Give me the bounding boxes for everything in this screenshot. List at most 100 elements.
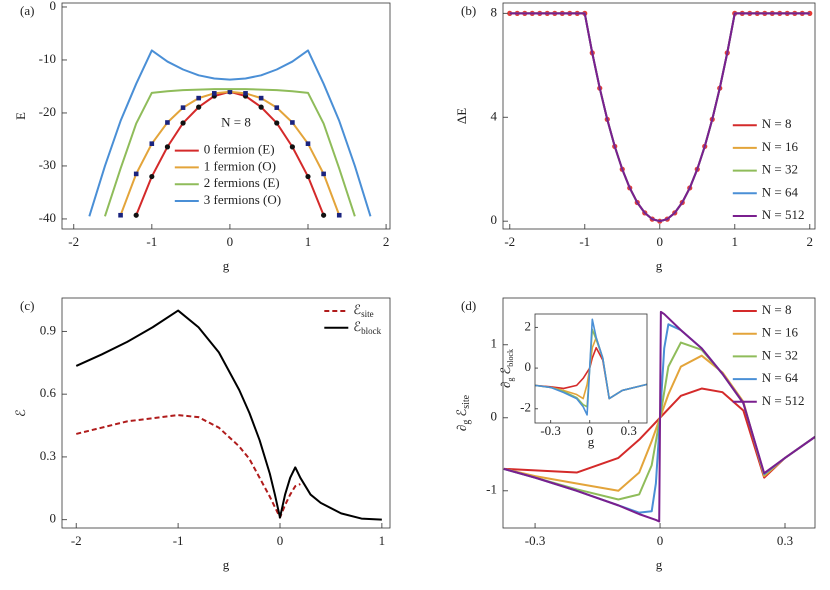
- y-tick-label: 8: [491, 4, 498, 19]
- y-tick-label: 4: [491, 108, 498, 123]
- legend-label: 2 fermions (E): [204, 175, 280, 190]
- data-marker: [274, 120, 280, 126]
- data-marker: [180, 120, 186, 126]
- x-tick-label: -1: [579, 234, 590, 249]
- data-marker: [258, 95, 264, 101]
- data-marker: [289, 144, 295, 150]
- series-line: [509, 12, 810, 223]
- data-marker: [196, 95, 201, 101]
- legend-label: N = 8: [762, 116, 792, 131]
- x-axis-label: g: [656, 258, 663, 273]
- y-tick-label: 0: [491, 212, 498, 227]
- text-part: ℰ: [454, 409, 469, 417]
- data-marker: [336, 212, 342, 218]
- x-axis-label: g: [223, 258, 230, 273]
- x-tick-label: -1: [173, 533, 184, 548]
- legend-label: N = 64: [762, 370, 799, 385]
- data-marker: [305, 173, 311, 180]
- subscript: g: [461, 420, 472, 425]
- plot-frame: [61, 2, 391, 230]
- y-tick-label: 0.6: [40, 385, 57, 400]
- series-line: [103, 88, 356, 217]
- series-line: [76, 414, 301, 519]
- panel-label: (d): [461, 298, 476, 313]
- legend-title: N = 8: [221, 115, 251, 130]
- panel-label: (c): [20, 298, 34, 313]
- plot-frame: [61, 297, 391, 529]
- legend-label: N = 64: [762, 184, 799, 199]
- text-part: ℰ: [353, 302, 361, 317]
- plot-area: [507, 10, 813, 224]
- legend-label: N = 8: [762, 302, 792, 317]
- data-marker: [118, 212, 123, 218]
- panel-label: (a): [20, 3, 34, 18]
- x-tick-label: 0: [586, 423, 593, 438]
- legend-label: N = 512: [762, 207, 805, 222]
- x-axis-label: g: [656, 557, 663, 572]
- legend-label: ℰblock: [353, 319, 381, 336]
- x-axis-label: g: [223, 557, 230, 572]
- text-part: ∂: [454, 425, 469, 431]
- data-marker: [149, 173, 155, 180]
- x-tick-label: 0: [227, 234, 234, 249]
- y-tick-label: 0.3: [40, 448, 56, 463]
- legend-label: N = 16: [762, 139, 799, 154]
- text-part: ∂: [498, 382, 513, 388]
- x-tick-label: 0: [277, 533, 284, 548]
- y-axis-label: ℰ: [13, 409, 28, 417]
- data-marker: [321, 212, 327, 218]
- data-marker: [133, 212, 139, 218]
- x-tick-label: -2: [71, 533, 82, 548]
- series-line: [535, 318, 647, 416]
- legend-label: N = 32: [762, 347, 798, 362]
- x-tick-label: -2: [68, 234, 79, 249]
- y-axis-label: ∂gℰblock: [498, 349, 515, 388]
- legend-label: 3 fermions (O): [204, 192, 281, 207]
- x-tick-label: -2: [504, 234, 515, 249]
- x-tick-label: 2: [807, 234, 814, 249]
- legend-label: N = 32: [762, 162, 798, 177]
- plot-area: [88, 49, 372, 218]
- legend-label: 1 fermion (O): [204, 158, 276, 173]
- y-tick-label: 0: [491, 409, 498, 424]
- x-tick-label: 1: [379, 533, 386, 548]
- data-marker: [321, 171, 326, 177]
- subscript: g: [506, 378, 515, 382]
- text-part: ℰ: [353, 319, 361, 334]
- plot-frame-bg: [503, 3, 815, 229]
- data-marker: [164, 144, 171, 150]
- data-marker: [274, 105, 280, 110]
- y-tick-label: 0.9: [40, 322, 56, 337]
- x-axis-label: g: [588, 434, 595, 449]
- subscript: site: [461, 394, 472, 408]
- y-tick-label: 2: [525, 318, 532, 333]
- y-tick-label: 0: [50, 511, 57, 526]
- data-marker: [258, 104, 264, 110]
- y-axis-label: E: [13, 112, 28, 120]
- plot-area: [75, 309, 382, 521]
- legend-label: 0 fermion (E): [204, 142, 275, 157]
- x-tick-label: -0.3: [540, 423, 561, 438]
- x-tick-label: 0.3: [777, 533, 793, 548]
- legend-label: ℰsite: [353, 302, 373, 319]
- plot-frame-bg: [62, 298, 390, 528]
- data-marker: [180, 105, 186, 110]
- y-tick-label: -1: [486, 482, 497, 497]
- legend-label: N = 512: [762, 393, 805, 408]
- data-marker: [227, 89, 233, 95]
- data-marker: [165, 120, 170, 125]
- y-tick-label: -30: [39, 157, 56, 172]
- x-tick-label: 0: [657, 234, 664, 249]
- panel-label: (b): [461, 3, 476, 18]
- y-tick-label: 0: [525, 359, 532, 374]
- y-tick-label: 1: [491, 336, 498, 351]
- x-tick-label: -1: [146, 234, 157, 249]
- data-marker: [133, 171, 139, 177]
- data-marker: [243, 91, 248, 96]
- x-tick-label: 2: [383, 234, 390, 249]
- y-tick-label: -2: [520, 400, 531, 415]
- data-marker: [290, 120, 295, 125]
- data-marker: [149, 141, 155, 146]
- y-axis-label: ΔE: [454, 108, 469, 124]
